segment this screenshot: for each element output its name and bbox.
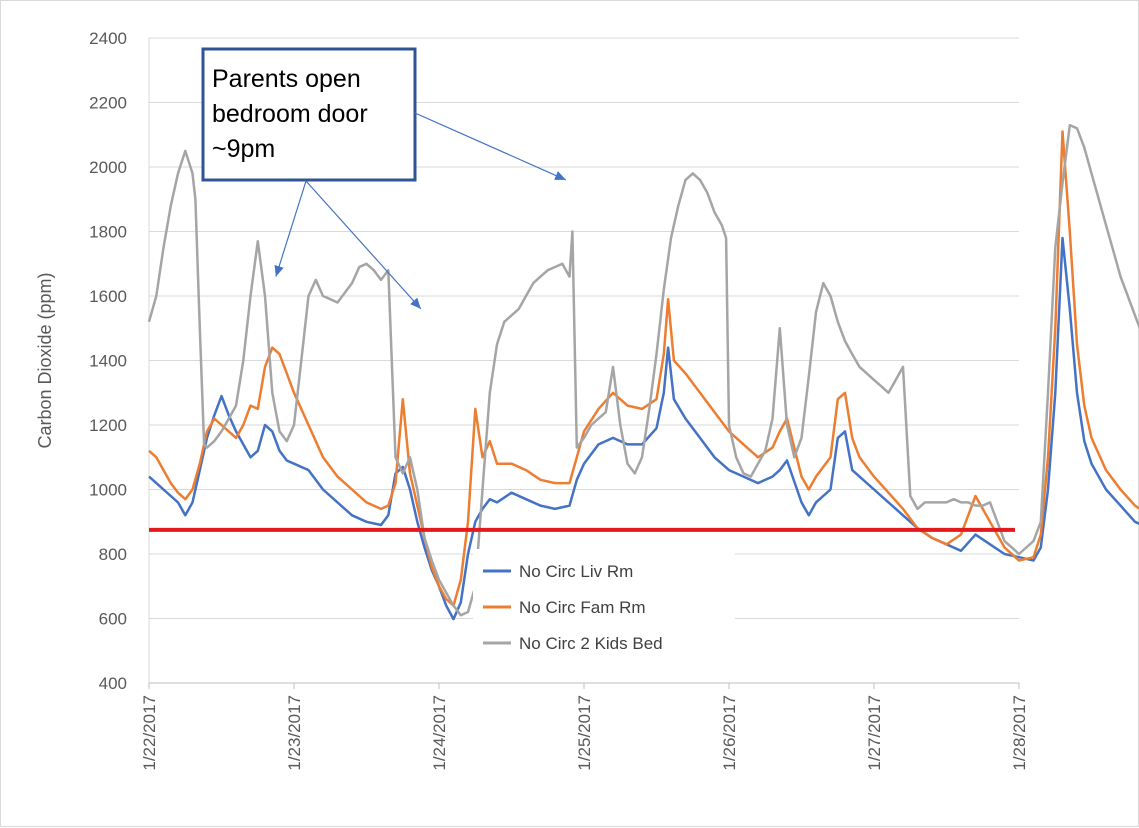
y-tick-label: 1000 (89, 481, 127, 500)
annotation-text: bedroom door (212, 100, 368, 128)
annotation-arrow (274, 180, 307, 277)
y-tick-label: 2200 (89, 94, 127, 113)
legend-label: No Circ Fam Rm (519, 598, 646, 617)
annotation-arrow (414, 112, 567, 181)
x-tick-label: 1/25/2017 (575, 695, 594, 771)
y-tick-label: 2400 (89, 29, 127, 48)
x-tick-label: 1/24/2017 (430, 695, 449, 771)
y-tick-label: 1200 (89, 416, 127, 435)
y-axis-title: Carbon Dioxide (ppm) (35, 272, 55, 448)
y-tick-label: 400 (99, 674, 127, 693)
y-tick-label: 1800 (89, 223, 127, 242)
series-line-no-circ-fam-rm (148, 130, 1139, 607)
annotation-text: ~9pm (212, 135, 275, 163)
series-line-no-circ-2-kids-bed (147, 123, 1139, 617)
legend-background (473, 549, 735, 667)
annotation-arrow (305, 180, 422, 310)
legend-label: No Circ Liv Rm (519, 562, 633, 581)
legend-label: No Circ 2 Kids Bed (519, 634, 663, 653)
annotation-box (201, 47, 417, 182)
y-tick-label: 2000 (89, 158, 127, 177)
x-tick-label: 1/27/2017 (865, 695, 884, 771)
y-tick-label: 1600 (89, 287, 127, 306)
x-tick-label: 1/22/2017 (140, 695, 159, 771)
x-tick-label: 1/23/2017 (285, 695, 304, 771)
series-line-no-circ-liv-rm (148, 236, 1139, 621)
annotation-callout: Parents open bedroom door ~9pm (201, 47, 567, 310)
y-tick-label: 800 (99, 545, 127, 564)
y-tick-label: 1400 (89, 352, 127, 371)
y-tick-label: 600 (99, 610, 127, 629)
x-tick-label: 1/26/2017 (720, 695, 739, 771)
x-tick-label: 1/28/2017 (1010, 695, 1029, 771)
legend: No Circ Liv Rm No Circ Fam Rm No Circ 2 Ki… (473, 549, 735, 667)
annotation-text: Parents open (212, 65, 361, 93)
